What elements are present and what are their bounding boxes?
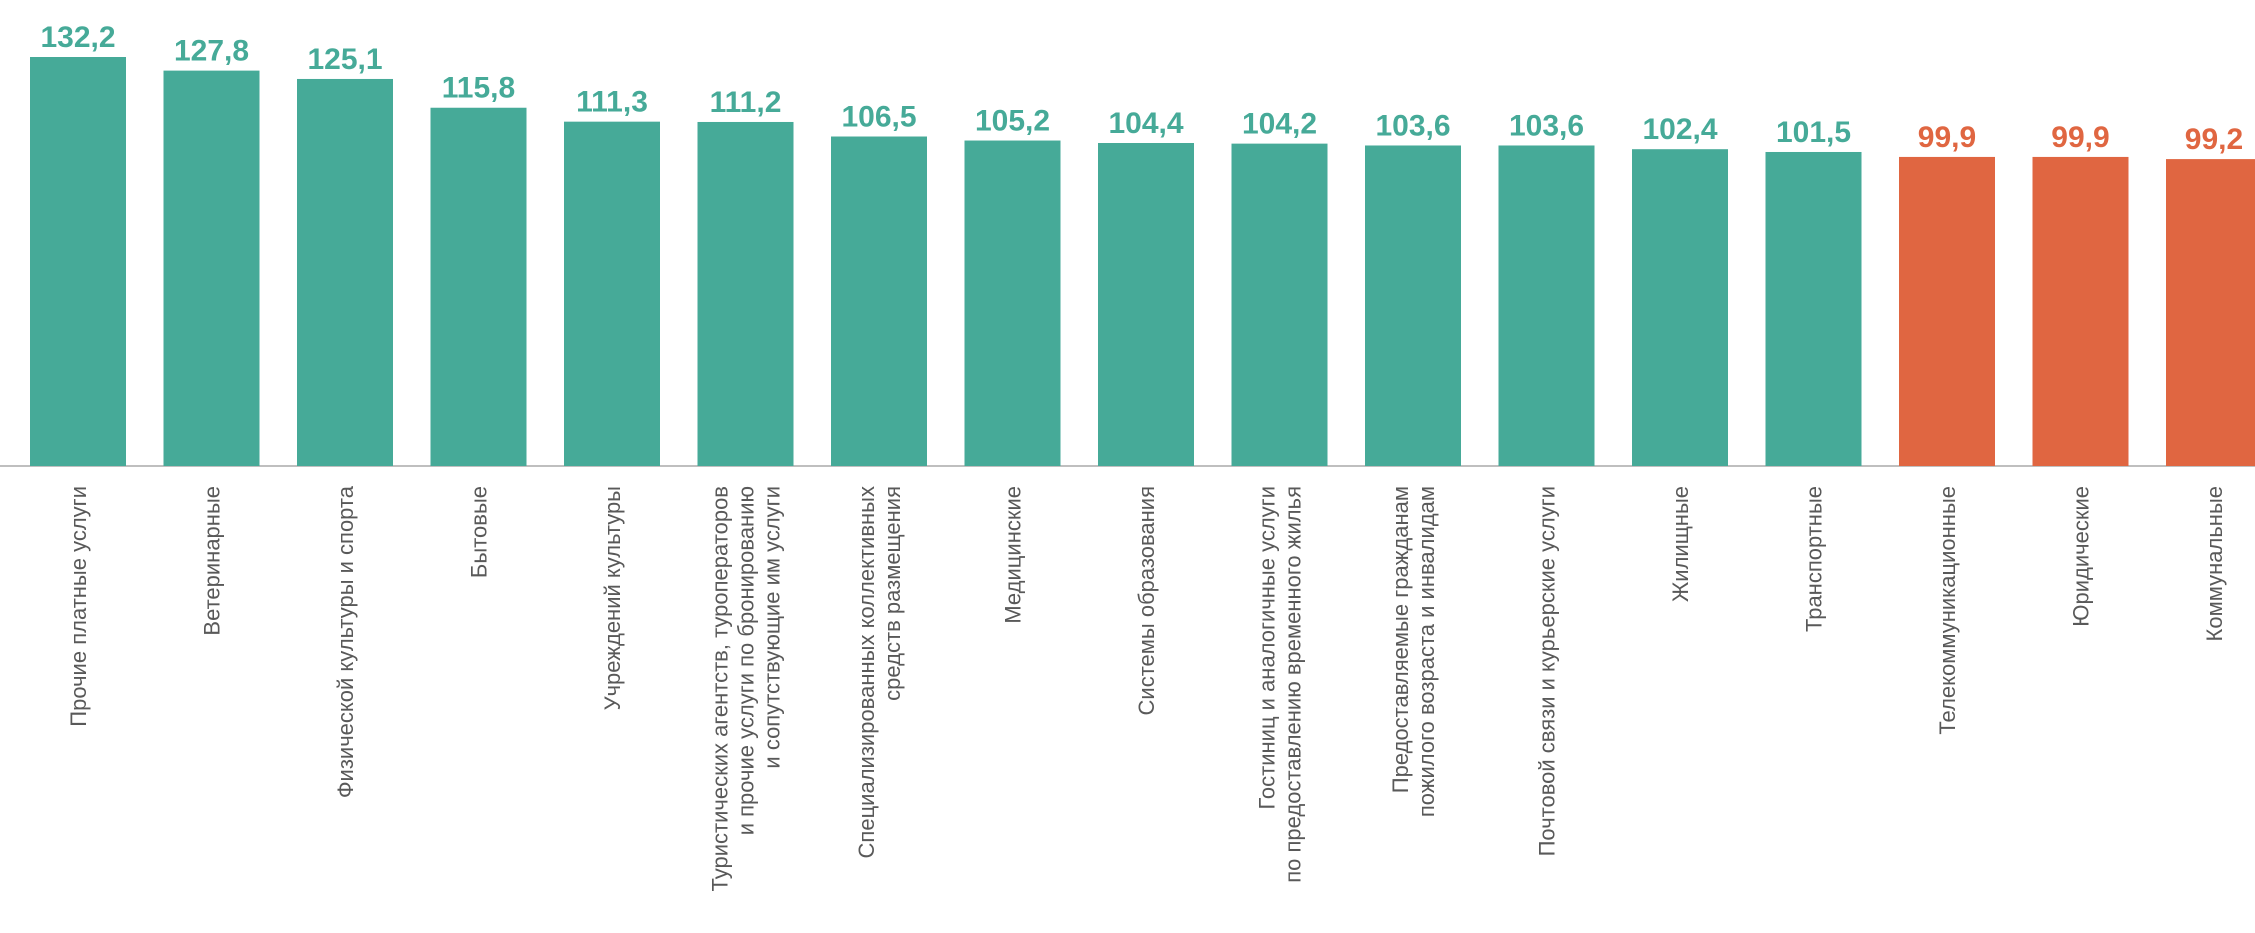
bar — [964, 140, 1061, 466]
bar — [1498, 145, 1595, 466]
category-label: Бытовые — [467, 486, 492, 578]
bar-value-label: 103,6 — [1375, 109, 1450, 142]
bar-value-label: 104,4 — [1108, 107, 1183, 140]
category-label: Прочие платные услуги — [66, 486, 91, 727]
bar — [697, 121, 794, 467]
bar-value-label: 106,5 — [841, 101, 916, 134]
category-label: Медицинские — [1001, 486, 1026, 624]
bar — [2166, 159, 2255, 466]
bar — [564, 121, 660, 466]
category-label: Жилищные — [1668, 486, 1693, 602]
bar — [1765, 151, 1862, 466]
bar — [1365, 145, 1461, 466]
bar-value-label: 105,2 — [975, 105, 1050, 138]
bar-value-label: 111,2 — [710, 86, 782, 119]
bar-value-label: 99,9 — [2051, 121, 2109, 154]
bar-value-label: 101,5 — [1776, 116, 1851, 149]
bar — [297, 78, 393, 467]
bar-value-label: 115,8 — [442, 72, 515, 105]
category-label: Коммунальные — [2202, 486, 2227, 641]
bar-value-label: 103,6 — [1509, 109, 1584, 142]
bar — [1899, 156, 1995, 466]
category-label: Предоставляемые гражданампожилого возрас… — [1388, 486, 1439, 817]
bar — [30, 57, 126, 466]
category-label: Физической культуры и спорта — [333, 485, 358, 798]
bar — [1231, 143, 1328, 466]
category-label: Гостиниц и аналогичные услугипо предоста… — [1255, 486, 1306, 883]
bar-value-label: 127,8 — [174, 35, 249, 68]
bar-value-label: 111,3 — [576, 86, 648, 119]
bar-value-label: 102,4 — [1642, 113, 1717, 146]
category-label: Почтовой связи и курьерские услуги — [1535, 486, 1560, 856]
category-label: Телекоммуникационные — [1935, 486, 1960, 735]
bar — [163, 70, 260, 467]
bar-value-label: 99,9 — [1918, 121, 1976, 154]
bar — [2032, 156, 2129, 466]
category-label: Системы образования — [1134, 486, 1159, 715]
bar — [831, 136, 927, 466]
bar-value-label: 125,1 — [307, 43, 382, 76]
category-label: Туристических агентств, туроператорови п… — [708, 486, 785, 891]
category-label: Юридические — [2069, 486, 2094, 627]
bar — [430, 107, 527, 466]
bar — [1098, 143, 1194, 466]
category-label: Транспортные — [1802, 486, 1827, 632]
bar — [1632, 149, 1728, 466]
category-label: Учреждений культуры — [600, 486, 625, 710]
bar-value-label: 99,2 — [2185, 123, 2243, 156]
category-label: Ветеринарные — [200, 486, 225, 636]
bar-value-label: 132,2 — [40, 21, 115, 54]
category-label: Специализированных коллективныхсредств р… — [854, 486, 905, 858]
bar-value-label: 104,2 — [1242, 108, 1317, 141]
